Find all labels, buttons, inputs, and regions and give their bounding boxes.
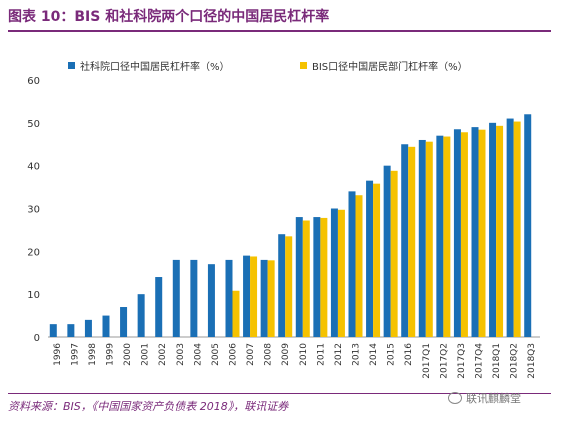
bar-series2 xyxy=(285,236,293,337)
bar-series1 xyxy=(102,315,110,337)
watermark: 联讯麒麟堂 xyxy=(448,390,521,406)
bar-series2 xyxy=(443,136,451,337)
bar-series1 xyxy=(366,180,374,337)
bar-series1 xyxy=(489,122,497,337)
bar-series2 xyxy=(478,129,486,337)
bar-series2 xyxy=(513,121,521,337)
bar-series1 xyxy=(278,234,286,337)
bar-series1 xyxy=(401,144,409,337)
watermark-text: 联讯麒麟堂 xyxy=(466,392,521,405)
x-tick-label: 2005 xyxy=(211,343,221,366)
x-tick-label: 2018Q2 xyxy=(510,343,520,379)
bar-series2 xyxy=(355,195,363,337)
x-tick-label: 2007 xyxy=(246,343,256,366)
x-tick-label: 2017Q1 xyxy=(422,343,432,379)
bar-series2 xyxy=(408,146,416,337)
bar-series1 xyxy=(260,259,268,337)
bar-series1 xyxy=(524,114,532,338)
bar-series2 xyxy=(320,217,328,337)
bar-series1 xyxy=(155,277,163,337)
bar-series1 xyxy=(137,294,145,337)
bar-series1 xyxy=(172,259,180,337)
source-divider xyxy=(8,393,551,394)
bar-series2 xyxy=(460,132,468,337)
bar-series2 xyxy=(337,209,345,337)
bar-series1 xyxy=(418,139,426,337)
bar-series2 xyxy=(232,290,240,337)
x-tick-label: 2011 xyxy=(316,343,326,366)
legend-swatch-series1 xyxy=(68,62,75,69)
x-tick-label: 2002 xyxy=(158,343,168,366)
bar-series1 xyxy=(313,217,321,337)
bar-series2 xyxy=(373,183,381,337)
x-tick-label: 1999 xyxy=(106,343,116,366)
x-tick-label: 2016 xyxy=(404,343,414,366)
bar-series1 xyxy=(436,135,444,337)
x-tick-label: 2000 xyxy=(123,343,133,366)
x-tick-label: 2009 xyxy=(281,343,291,366)
legend-item-series1: 社科院口径中国居民杠杆率（%） xyxy=(68,58,230,73)
bar-series1 xyxy=(225,259,233,337)
bar-series1 xyxy=(120,307,128,337)
bar-series1 xyxy=(67,324,75,337)
x-tick-label: 2017Q4 xyxy=(475,343,485,379)
bar-series1 xyxy=(190,259,198,337)
x-tick-label: 2018Q1 xyxy=(492,343,502,379)
legend-item-series2: BIS口径中国居民部门杠杆率（%） xyxy=(300,58,468,73)
y-tick-label: 10 xyxy=(27,290,40,301)
chat-bubble-icon xyxy=(448,392,462,404)
x-tick-label: 2003 xyxy=(176,343,186,366)
x-tick-label: 2015 xyxy=(387,343,397,366)
legend-label-series2: BIS口径中国居民部门杠杆率（%） xyxy=(312,62,468,73)
x-tick-label: 2012 xyxy=(334,343,344,366)
bar-series1 xyxy=(453,129,461,337)
bar-series1 xyxy=(506,118,514,337)
x-tick-label: 2008 xyxy=(264,343,274,366)
x-tick-label: 1996 xyxy=(53,343,63,366)
legend-label-series1: 社科院口径中国居民杠杆率（%） xyxy=(80,62,230,73)
bar-series1 xyxy=(295,217,303,337)
bar-series1 xyxy=(84,319,92,337)
x-tick-label: 1998 xyxy=(88,343,98,366)
y-tick-label: 60 xyxy=(27,76,40,87)
x-tick-label: 2017Q3 xyxy=(457,343,467,379)
x-tick-label: 1997 xyxy=(70,343,80,366)
x-tick-label: 2004 xyxy=(193,343,203,366)
bar-series1 xyxy=(383,165,391,337)
bar-series2 xyxy=(250,256,258,337)
bar-series2 xyxy=(496,125,504,337)
x-tick-label: 2006 xyxy=(229,343,239,366)
bar-series1 xyxy=(471,127,479,338)
y-tick-label: 50 xyxy=(27,119,40,130)
x-tick-label: 2001 xyxy=(141,343,151,366)
y-tick-label: 40 xyxy=(27,162,40,173)
x-tick-label: 2013 xyxy=(352,343,362,366)
x-tick-label: 2010 xyxy=(299,343,309,366)
x-tick-label: 2014 xyxy=(369,343,379,366)
title-divider xyxy=(8,30,551,32)
bar-series2 xyxy=(302,220,310,337)
y-tick-label: 20 xyxy=(27,247,40,258)
x-tick-label: 2017Q2 xyxy=(439,343,449,379)
legend-swatch-series2 xyxy=(300,62,307,69)
bar-series2 xyxy=(267,260,275,337)
bar-series1 xyxy=(348,191,356,337)
y-tick-label: 0 xyxy=(34,333,40,344)
bar-series1 xyxy=(49,324,57,337)
bar-series2 xyxy=(390,170,398,337)
bar-series1 xyxy=(330,208,338,337)
x-tick-label: 2018Q3 xyxy=(527,343,537,379)
source-note: 资料来源：BIS，《中国国家资产负债表 2018》，联讯证券 xyxy=(8,400,289,413)
y-tick-label: 30 xyxy=(27,205,40,216)
chart-title: 图表 10：BIS 和社科院两个口径的中国居民杠杆率 xyxy=(8,9,330,25)
bar-series2 xyxy=(425,141,433,337)
bar-series1 xyxy=(243,255,251,337)
bar-series1 xyxy=(207,264,215,337)
